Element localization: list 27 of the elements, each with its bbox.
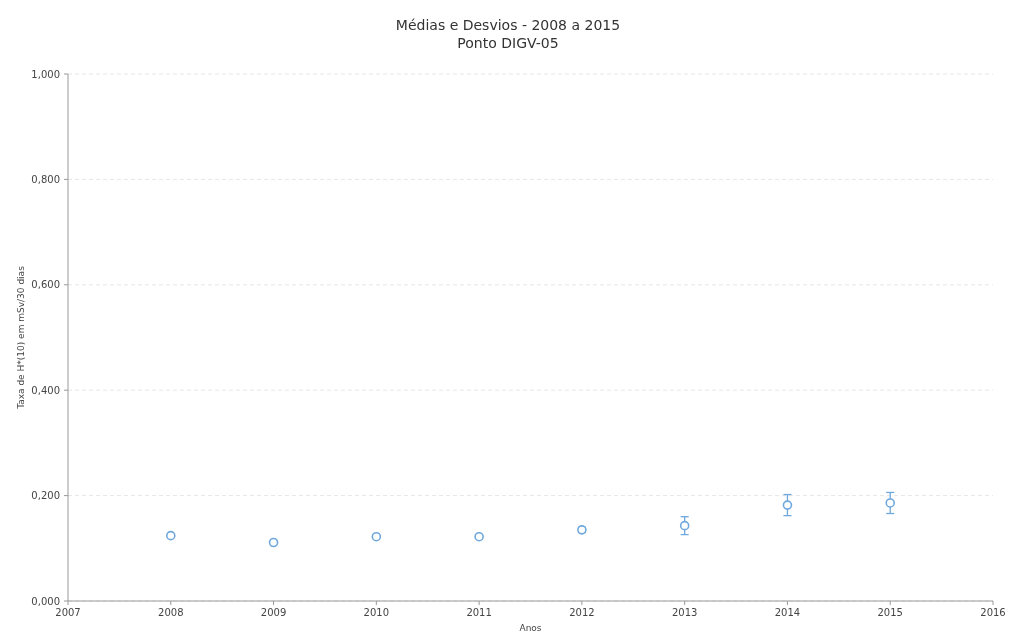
y-tick-label: 0,000 bbox=[31, 595, 60, 607]
x-tick-label: 2015 bbox=[877, 607, 903, 618]
x-tick-label: 2008 bbox=[158, 607, 184, 618]
y-tick-label: 1,000 bbox=[31, 68, 60, 80]
point bbox=[165, 530, 176, 541]
x-tick-label: 2010 bbox=[363, 607, 390, 618]
chart-subtitle: Ponto DIGV-05 bbox=[457, 35, 559, 51]
x-tick-label: 2016 bbox=[980, 607, 1006, 618]
x-tick-label: 2009 bbox=[260, 607, 287, 618]
y-tick-label: 0,800 bbox=[31, 173, 60, 185]
x-tick-label: 2013 bbox=[671, 607, 698, 618]
point bbox=[782, 500, 793, 510]
point bbox=[885, 498, 896, 508]
point bbox=[474, 531, 484, 542]
point bbox=[371, 531, 382, 542]
y-axis-title: Taxa de H*(10) em mSv/30 dias bbox=[16, 265, 26, 410]
x-tick-label: 2012 bbox=[569, 607, 595, 618]
point bbox=[268, 537, 279, 548]
y-tick-label: 0,200 bbox=[31, 490, 60, 502]
y-tick-label: 0,600 bbox=[31, 279, 60, 291]
x-tick-label: 2014 bbox=[774, 607, 801, 618]
chart-title: Médias e Desvios - 2008 a 2015 bbox=[395, 17, 621, 33]
x-axis-title: Anos bbox=[519, 623, 542, 633]
x-tick-label: 2007 bbox=[55, 607, 81, 618]
point bbox=[679, 520, 690, 531]
y-tick-label: 0,400 bbox=[31, 384, 60, 396]
x-tick-label: 2011 bbox=[466, 607, 492, 618]
